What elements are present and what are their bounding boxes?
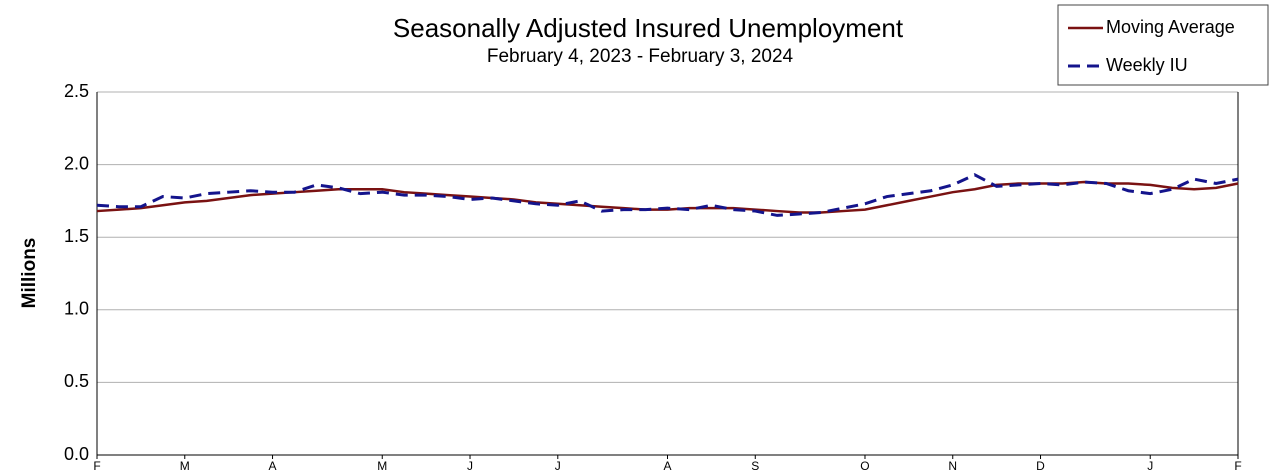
y-tick-label: 0.5 <box>64 371 89 391</box>
x-tick-label: A <box>663 459 671 473</box>
x-tick-label: J <box>555 459 561 473</box>
x-tick-label: F <box>1234 459 1241 473</box>
y-tick-label: 2.5 <box>64 81 89 101</box>
y-tick-label: 1.5 <box>64 226 89 246</box>
x-tick-label: J <box>467 459 473 473</box>
x-tick-label: D <box>1036 459 1045 473</box>
legend-box <box>1057 4 1269 86</box>
y-axis-label: Millions <box>19 238 40 309</box>
x-tick-label: M <box>180 459 190 473</box>
x-tick-label: J <box>1147 459 1153 473</box>
x-tick-label: F <box>93 459 100 473</box>
x-tick-label: N <box>948 459 957 473</box>
x-tick-label: A <box>269 459 277 473</box>
series-line <box>96 173 1239 217</box>
x-tick-label: S <box>751 459 759 473</box>
y-tick-label: 1.0 <box>64 299 89 319</box>
chart-subtitle: February 4, 2023 - February 3, 2024 <box>487 46 794 67</box>
y-tick-label: 2.0 <box>64 153 89 173</box>
x-tick-label: O <box>860 459 869 473</box>
legend-label: Moving Average <box>1106 17 1235 37</box>
y-tick-label: 0.0 <box>64 444 89 464</box>
chart-title: Seasonally Adjusted Insured Unemployment <box>393 13 904 43</box>
x-tick-label: M <box>377 459 387 473</box>
legend-label: Weekly IU <box>1106 55 1188 75</box>
